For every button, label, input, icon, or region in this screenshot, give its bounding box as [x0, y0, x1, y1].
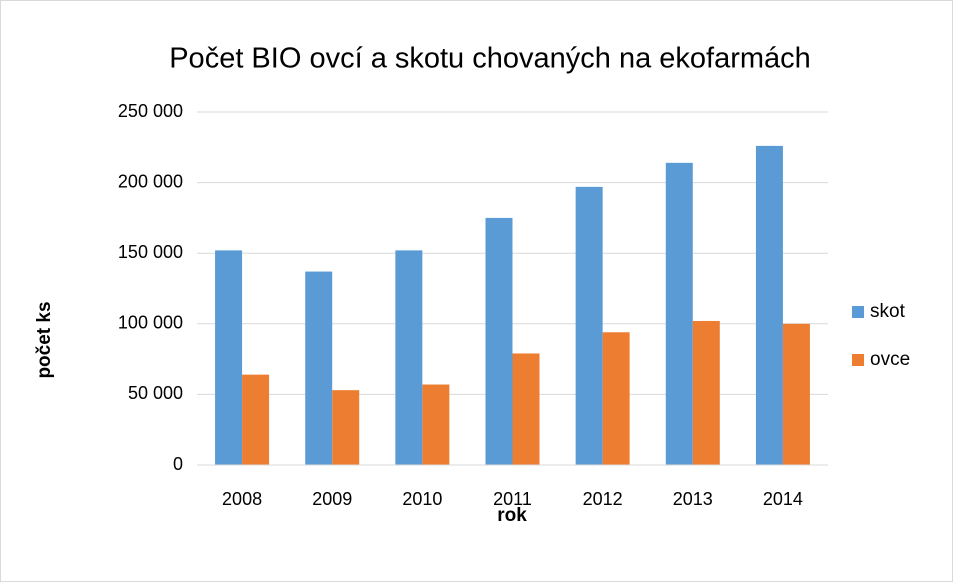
bar	[215, 250, 243, 465]
bar	[512, 353, 540, 465]
legend-label: skot	[870, 301, 906, 322]
bar	[305, 271, 333, 465]
y-tick-label: 0	[173, 454, 183, 474]
y-tick-label: 150 000	[118, 242, 183, 262]
bar	[395, 250, 423, 465]
x-tick-label: 2013	[673, 489, 713, 509]
bar	[422, 384, 450, 465]
bar	[692, 320, 720, 465]
x-axis-label: rok	[497, 505, 527, 526]
chart-title: Počet BIO ovcí a skotu chovaných na ekof…	[169, 43, 811, 75]
bar	[782, 323, 810, 465]
y-tick-label: 200 000	[118, 171, 183, 191]
bar	[485, 217, 513, 465]
y-tick-label: 250 000	[118, 101, 183, 121]
x-tick-label: 2014	[763, 489, 803, 509]
bar	[332, 390, 360, 465]
legend-label: ovce	[870, 349, 910, 370]
bar	[602, 332, 630, 465]
bar	[665, 162, 693, 465]
x-tick-label: 2012	[583, 489, 623, 509]
bar	[755, 145, 783, 465]
legend-swatch	[852, 306, 864, 318]
x-tick-label: 2011	[493, 489, 532, 509]
bar	[242, 374, 270, 465]
y-tick-label: 100 000	[118, 313, 183, 333]
x-tick-label: 2008	[222, 489, 262, 509]
y-tick-label: 50 000	[128, 383, 183, 403]
bar	[575, 186, 603, 465]
x-tick-label: 2009	[312, 489, 352, 509]
y-axis-label: počet ks	[34, 301, 55, 378]
x-tick-label: 2010	[402, 489, 442, 509]
legend-swatch	[852, 354, 864, 366]
